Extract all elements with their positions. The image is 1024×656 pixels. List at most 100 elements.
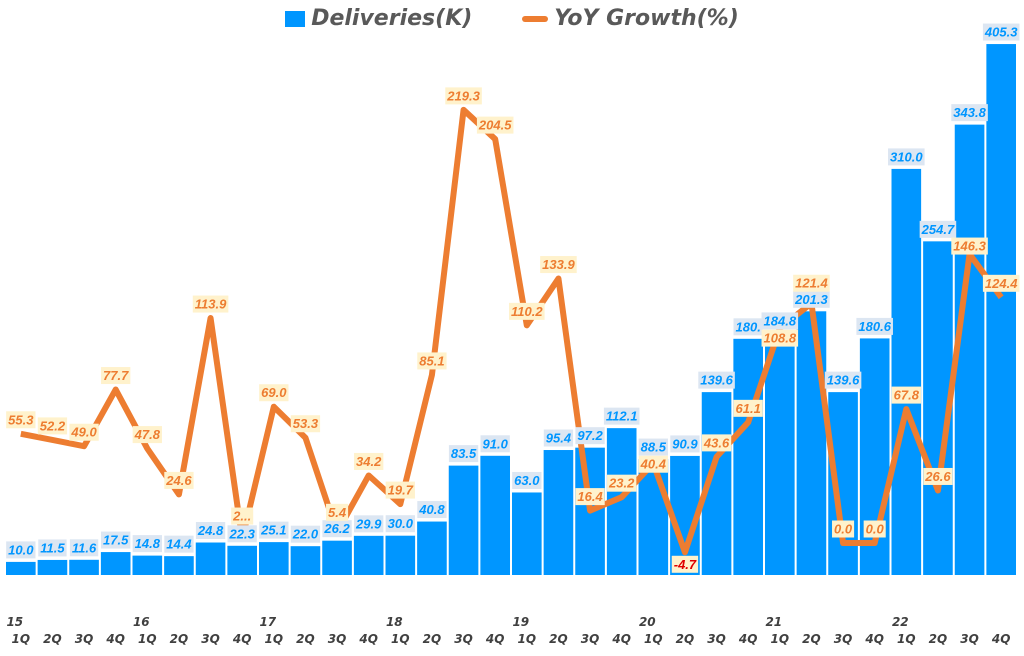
- yoy-data-label: 49.0: [70, 425, 97, 440]
- bar-data-label: 83.5: [451, 446, 477, 461]
- bar-data-label-bg: [448, 445, 479, 463]
- bar-data-label: 95.4: [546, 431, 572, 446]
- bar: [796, 311, 827, 575]
- yoy-data-label-bg: [671, 555, 699, 573]
- bar-data-label: 25.1: [260, 523, 286, 538]
- yoy-data-label-bg: [290, 415, 321, 433]
- yoy-data-label: 85.1: [419, 353, 444, 368]
- bar: [638, 459, 669, 575]
- yoy-data-label-bg: [982, 274, 1020, 292]
- yoy-data-label-bg: [231, 507, 254, 525]
- x-tick-label: 1Q: [897, 632, 916, 646]
- yoy-data-label-bg: [540, 256, 577, 274]
- bar-data-label-bg: [982, 23, 1020, 41]
- yoy-data-label: 5.4: [328, 505, 347, 520]
- bar-data-label: 24.8: [197, 523, 224, 538]
- bar-data-label-bg: [322, 520, 352, 538]
- x-tick-label: 4Q: [991, 632, 1011, 646]
- x-tick-label: 4Q: [232, 632, 252, 646]
- yoy-data-label: 55.3: [8, 412, 34, 427]
- yoy-data-label: 0.0: [866, 522, 885, 537]
- yoy-line: [20, 106, 1004, 556]
- x-tick-label: 1Q: [518, 632, 537, 646]
- yoy-data-label-bg: [37, 417, 68, 435]
- legend-line-swatch: [522, 15, 549, 22]
- bar-data-label-bg: [227, 525, 257, 543]
- bar-data-label: 17.5: [103, 533, 129, 548]
- yoy-data-label-bg: [509, 302, 545, 320]
- bar-data-label-bg: [919, 220, 957, 238]
- year-label: 15: [6, 615, 23, 629]
- bar: [765, 332, 795, 575]
- yoy-data-label: 23.2: [608, 476, 635, 491]
- x-tick-label: 4Q: [738, 632, 758, 646]
- bar-data-label: 139.6: [827, 373, 860, 388]
- bar-data-label: 184.8: [764, 313, 797, 328]
- bar-data-label: 405.3: [984, 25, 1018, 40]
- bar: [353, 535, 384, 575]
- x-tick-label: 3Q: [834, 632, 853, 646]
- year-label: 19: [512, 615, 529, 629]
- bar-data-label-bg: [132, 535, 162, 553]
- bar-data-label: 180.6: [858, 319, 891, 334]
- bar-data-label-bg: [101, 531, 131, 549]
- yoy-data-label: -4.7: [674, 557, 697, 572]
- year-label: 17: [259, 615, 276, 629]
- bar-data-label: 88.5: [641, 440, 667, 455]
- bar-data-label-bg: [761, 312, 799, 330]
- x-tick-label: 3Q: [707, 632, 726, 646]
- bar: [69, 559, 99, 575]
- bar-data-label-bg: [354, 515, 384, 533]
- x-tick-label: 2Q: [802, 632, 821, 646]
- yoy-data-label: 40.4: [640, 457, 667, 472]
- bar-data-label: 11.6: [72, 540, 97, 555]
- yoy-data-label-bg: [132, 426, 162, 444]
- x-tick-label: 2Q: [296, 632, 315, 646]
- bar-data-label-bg: [793, 290, 830, 308]
- bar-data-label: 180.: [736, 319, 761, 334]
- yoy-data-label-bg: [69, 423, 99, 441]
- x-tick-label: 1Q: [644, 632, 663, 646]
- bar-data-label: 201.3: [794, 292, 828, 307]
- bar-data-label: 310.0: [890, 149, 923, 164]
- bar-data-label: 14.8: [135, 536, 161, 551]
- yoy-data-label: 61.1: [736, 401, 761, 416]
- bar: [986, 44, 1016, 575]
- x-tick-label: 4Q: [105, 632, 125, 646]
- yoy-data-label: 67.8: [894, 388, 920, 403]
- bar-data-label: 97.2: [577, 428, 603, 443]
- year-label: 21: [765, 615, 782, 629]
- yoy-data-label: 0.0: [834, 522, 853, 537]
- bar-data-label-bg: [164, 535, 194, 553]
- bar-data-label-bg: [69, 539, 99, 557]
- x-tick-label: 4Q: [485, 632, 505, 646]
- yoy-data-label: 19.7: [388, 483, 414, 498]
- bar-data-label: 30.0: [388, 516, 414, 531]
- x-tick-label: 1Q: [391, 632, 410, 646]
- bar: [100, 552, 131, 575]
- year-label: 18: [386, 615, 403, 629]
- bar-data-label-bg: [6, 541, 36, 559]
- yoy-data-label: 108.8: [764, 331, 797, 346]
- legend-label: YoY Growth(%): [554, 6, 739, 31]
- bar-data-label-bg: [698, 371, 735, 389]
- yoy-data-label: 69.0: [261, 385, 287, 400]
- x-tick-label: 3Q: [454, 632, 473, 646]
- yoy-data-label-bg: [575, 488, 605, 506]
- yoy-data-label: 53.3: [293, 416, 319, 431]
- bar-data-label: 139.6: [700, 373, 733, 388]
- bar-data-label-bg: [951, 104, 988, 122]
- yoy-data-label-bg: [192, 295, 229, 313]
- x-tick-label: 4Q: [611, 632, 631, 646]
- bar-data-label-bg: [259, 521, 289, 539]
- bar-data-label-bg: [670, 435, 700, 453]
- bar-data-label: 112.1: [606, 409, 638, 424]
- yoy-data-label: 47.8: [134, 427, 161, 442]
- bar-data-label-bg: [824, 371, 862, 389]
- yoy-data-label: 110.2: [511, 304, 543, 319]
- x-tick-label: 1Q: [771, 632, 790, 646]
- yoy-data-label: 24.6: [165, 473, 192, 488]
- bar-data-label-bg: [638, 438, 668, 456]
- x-tick-label: 1Q: [265, 632, 284, 646]
